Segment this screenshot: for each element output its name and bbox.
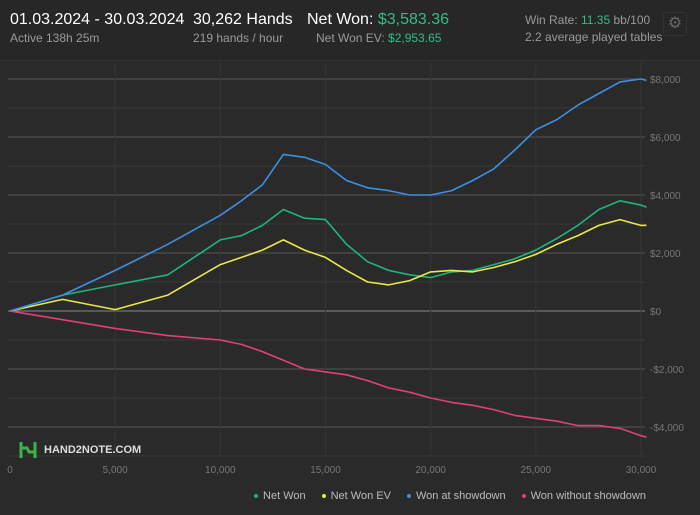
series-line-net-won-ev	[9, 218, 647, 312]
win-rate-label: Win Rate:	[525, 13, 582, 27]
legend-label: Won at showdown	[415, 490, 506, 502]
legend-item[interactable]: Net Won	[254, 490, 306, 502]
x-tick-label: 10,000	[205, 465, 236, 476]
legend-item[interactable]: Won without showdown	[521, 490, 646, 502]
active-time: Active 138h 25m	[10, 31, 100, 45]
y-tick-label: $2,000	[650, 249, 681, 260]
net-won-ev-value: $2,953.65	[388, 31, 442, 45]
logo: HAND2NOTE.COM	[18, 440, 141, 460]
hands-count: 30,262 Hands	[193, 11, 293, 28]
y-tick-label: -$2,000	[650, 365, 684, 376]
win-rate-value: 11.35	[581, 13, 611, 27]
legend: Net Won Net Won EV Won at showdown Won with…	[254, 490, 646, 502]
win-rate-unit: bb/100	[610, 13, 651, 27]
legend-label: Net Won EV	[330, 490, 391, 502]
date-range: 01.03.2024 - 30.03.2024	[10, 11, 185, 28]
stats-header: 01.03.2024 - 30.03.2024 Active 138h 25m …	[0, 0, 700, 61]
net-won-ev: Net Won EV: $2,953.65	[316, 31, 441, 45]
legend-label: Net Won	[263, 490, 306, 502]
logo-icon	[19, 442, 37, 458]
y-tick-label: $8,000	[650, 75, 681, 86]
legend-label: Won without showdown	[530, 490, 646, 502]
y-tick-label: $0	[650, 307, 662, 318]
gear-icon[interactable]: ⚙	[663, 12, 687, 36]
x-tick-label: 20,000	[415, 465, 446, 476]
x-tick-label: 5,000	[103, 465, 128, 476]
y-tick-label: $6,000	[650, 133, 681, 144]
win-rate: Win Rate: 11.35 bb/100	[525, 13, 650, 27]
legend-dot-icon	[406, 494, 411, 499]
x-tick-label: 15,000	[310, 465, 341, 476]
x-tick-label: 0	[7, 465, 13, 476]
y-tick-label: -$4,000	[650, 423, 684, 434]
x-tick-label: 25,000	[521, 465, 552, 476]
x-tick-label: 30,000	[626, 465, 657, 476]
legend-dot-icon	[521, 494, 526, 499]
series-line-net-won	[9, 200, 647, 312]
legend-dot-icon	[254, 494, 259, 499]
net-won-ev-label: Net Won EV:	[316, 31, 389, 45]
series-line-won-at-showdown	[9, 78, 647, 312]
net-won-label: Net Won:	[307, 11, 378, 28]
legend-item[interactable]: Net Won EV	[321, 490, 391, 502]
avg-tables: 2.2 average played tables	[525, 30, 663, 44]
net-won: Net Won: $3,583.36	[307, 11, 449, 29]
logo-text: HAND2NOTE.COM	[44, 444, 142, 456]
series-line-won-without-showdown	[9, 310, 647, 438]
legend-dot-icon	[321, 494, 326, 499]
y-tick-label: $4,000	[650, 191, 681, 202]
net-won-value: $3,583.36	[377, 11, 450, 28]
legend-item[interactable]: Won at showdown	[406, 490, 506, 502]
hands-per-hour: 219 hands / hour	[193, 31, 284, 45]
